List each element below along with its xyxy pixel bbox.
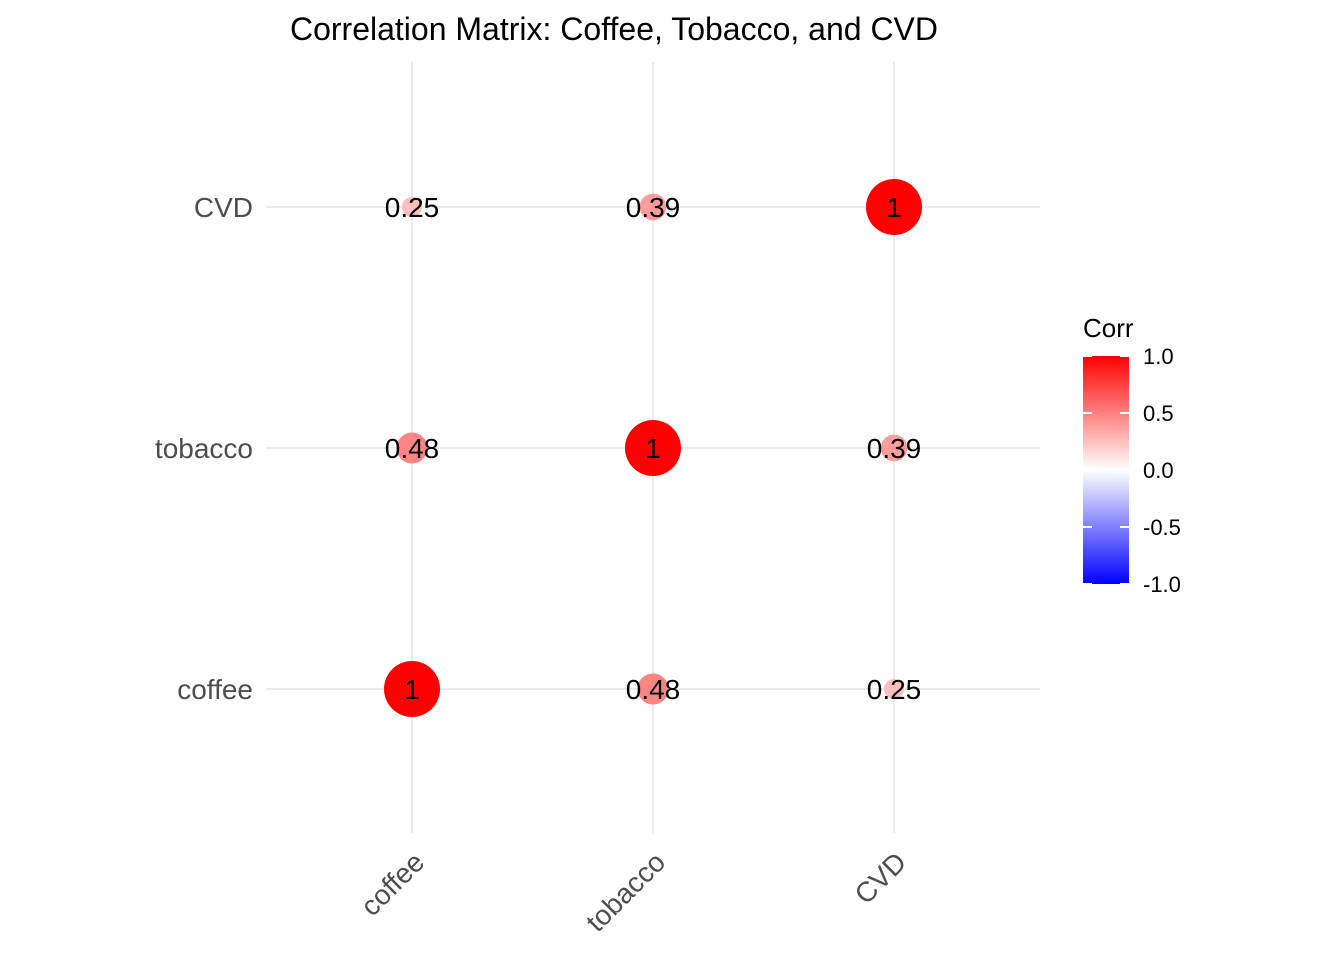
legend-title: Corr [1083,313,1134,343]
y-tick-label-tobacco: tobacco [155,433,253,464]
corr-point-tobacco-coffee [637,673,669,705]
legend-tick-label-0: 1.0 [1143,344,1174,369]
corr-point-CVD-coffee [884,679,904,699]
corr-point-coffee-coffee [384,661,440,717]
legend-tick-label-3: -0.5 [1143,515,1181,540]
legend-ticks: 1.0 0.5 0.0 -0.5 -1.0 [1083,344,1181,597]
legend-tick-label-2: 0.0 [1143,458,1174,483]
corr-point-tobacco-CVD [639,193,667,221]
corr-label-tobacco-coffee: 0.48 [626,674,681,705]
chart-title: Correlation Matrix: Coffee, Tobacco, and… [290,11,938,47]
x-tick-label-tobacco: tobacco [580,846,671,937]
corr-label-tobacco-tobacco: 1 [645,433,661,464]
corr-point-coffee-CVD [402,197,422,217]
x-tick-label-CVD: CVD [849,846,913,910]
corr-point-CVD-tobacco [880,434,908,462]
y-tick-label-CVD: CVD [194,192,253,223]
corr-label-coffee-CVD: 0.25 [385,192,440,223]
corr-label-CVD-CVD: 1 [886,192,902,223]
axis-layer: coffee tobacco CVD coffee tobacco CVD [155,192,912,938]
x-tick-label-coffee: coffee [355,846,431,922]
corr-label-CVD-tobacco: 0.39 [867,433,922,464]
corr-label-coffee-tobacco: 0.48 [385,433,440,464]
color-legend: Corr 1.0 0.5 0.0 -0.5 -1.0 [1083,313,1181,597]
corr-label-coffee-coffee: 1 [404,674,420,705]
corr-point-coffee-tobacco [396,432,428,464]
corr-label-CVD-coffee: 0.25 [867,674,922,705]
legend-tick-label-1: 0.5 [1143,401,1174,426]
marks-layer [384,179,922,717]
corr-label-tobacco-CVD: 0.39 [626,192,681,223]
corr-point-tobacco-tobacco [625,420,681,476]
cell-labels-layer: 1 0.48 0.25 0.48 1 0.39 0.25 0.39 1 [385,192,922,705]
legend-tick-label-4: -1.0 [1143,572,1181,597]
y-tick-label-coffee: coffee [177,674,253,705]
corr-point-CVD-CVD [866,179,922,235]
